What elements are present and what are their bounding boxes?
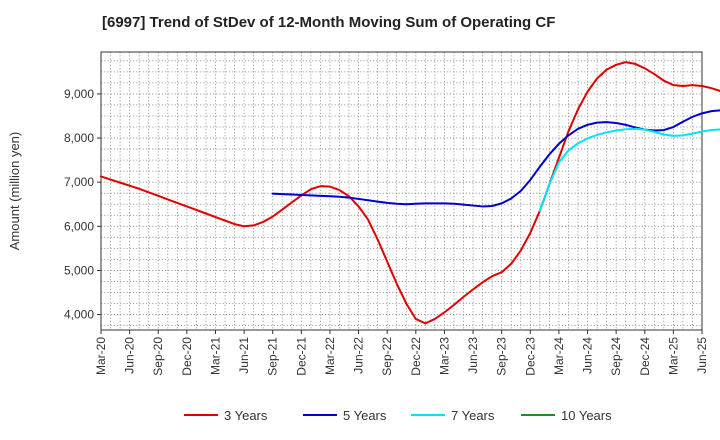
legend-label-5-years: 5 Years xyxy=(343,408,387,423)
legend-label-7-years: 7 Years xyxy=(451,408,495,423)
grid xyxy=(101,52,702,330)
x-tick-label: Jun-25 xyxy=(695,337,709,374)
x-tick-label: Jun-23 xyxy=(466,337,480,374)
y-tick-label: 8,000 xyxy=(64,131,94,145)
x-tick-label: Mar-23 xyxy=(437,337,451,375)
legend-label-3-years: 3 Years xyxy=(224,408,268,423)
x-tick-label: Jun-20 xyxy=(123,337,137,374)
y-tick-label: 5,000 xyxy=(64,263,94,277)
x-tick-label: Dec-20 xyxy=(180,337,194,376)
x-tick-label: Jun-22 xyxy=(352,337,366,374)
y-axis-label: Amount (million yen) xyxy=(7,132,22,251)
legend-label-10-years: 10 Years xyxy=(561,408,612,423)
y-tick-label: 6,000 xyxy=(64,219,94,233)
x-tick-label: Mar-22 xyxy=(323,337,337,375)
plot-border xyxy=(100,51,703,331)
x-tick-label: Mar-21 xyxy=(208,337,222,375)
x-tick-label: Jun-21 xyxy=(237,337,251,374)
series-line-3-years xyxy=(100,61,720,325)
series-line-7-years xyxy=(538,127,720,212)
x-tick-label: Dec-21 xyxy=(294,337,308,376)
y-tick-label: 4,000 xyxy=(64,308,94,322)
series-lines xyxy=(100,61,720,325)
series-line-5-years xyxy=(271,109,720,208)
x-tick-label: Mar-24 xyxy=(552,337,566,375)
y-axis: 4,000 5,000 6,000 7,000 8,000 9,000 xyxy=(64,87,101,322)
legend: 3 Years 5 Years 7 Years 10 Years xyxy=(184,408,612,423)
x-tick-label: Sep-20 xyxy=(151,337,165,376)
plot-background xyxy=(101,52,702,330)
y-tick-label: 7,000 xyxy=(64,175,94,189)
x-tick-label: Mar-20 xyxy=(94,337,108,375)
chart-title: [6997] Trend of StDev of 12-Month Moving… xyxy=(102,14,556,31)
y-tick-label: 9,000 xyxy=(64,87,94,101)
x-tick-label: Dec-22 xyxy=(409,337,423,376)
x-tick-label: Sep-21 xyxy=(266,337,280,376)
x-tick-label: Sep-24 xyxy=(609,337,623,376)
x-tick-label: Dec-23 xyxy=(523,337,537,376)
x-axis: Mar-20 Jun-20 Sep-20 Dec-20 Mar-21 Jun-21 Sep-… xyxy=(94,330,709,376)
x-tick-label: Sep-22 xyxy=(380,337,394,376)
x-tick-label: Jun-24 xyxy=(581,337,595,374)
x-tick-label: Sep-23 xyxy=(495,337,509,376)
x-tick-label: Mar-25 xyxy=(666,337,680,375)
x-tick-label: Dec-24 xyxy=(638,337,652,376)
